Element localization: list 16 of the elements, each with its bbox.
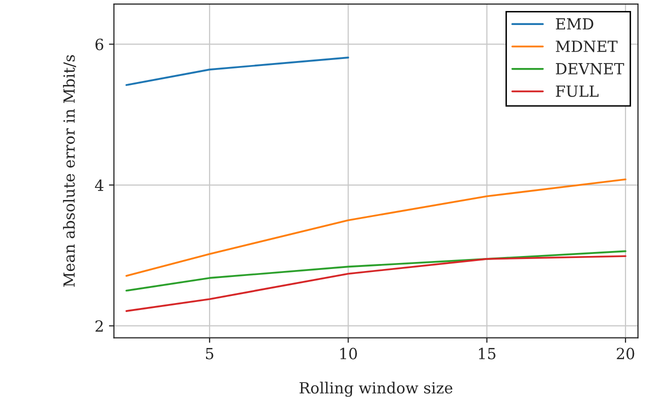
y-tick-label: 4 (94, 179, 104, 191)
y-axis-title: Mean absolute error in Mbit/s (63, 55, 76, 287)
x-tick-label: 10 (340, 348, 357, 360)
line-series (126, 178, 626, 277)
x-tick-label: 20 (616, 348, 634, 360)
x-axis-title: Rolling window size (300, 382, 452, 397)
x-tick-label: 15 (479, 348, 496, 360)
line-series (126, 250, 626, 292)
legend-label: DEVNET (556, 63, 624, 74)
legend-label: EMD (556, 18, 594, 30)
legend-label: MDNET (556, 40, 618, 52)
legend-label: FULL (556, 86, 598, 97)
y-tick-label: 2 (96, 320, 103, 332)
y-tick-label: 6 (96, 38, 104, 50)
line-series (126, 255, 626, 312)
x-tick-label: 5 (206, 348, 214, 360)
